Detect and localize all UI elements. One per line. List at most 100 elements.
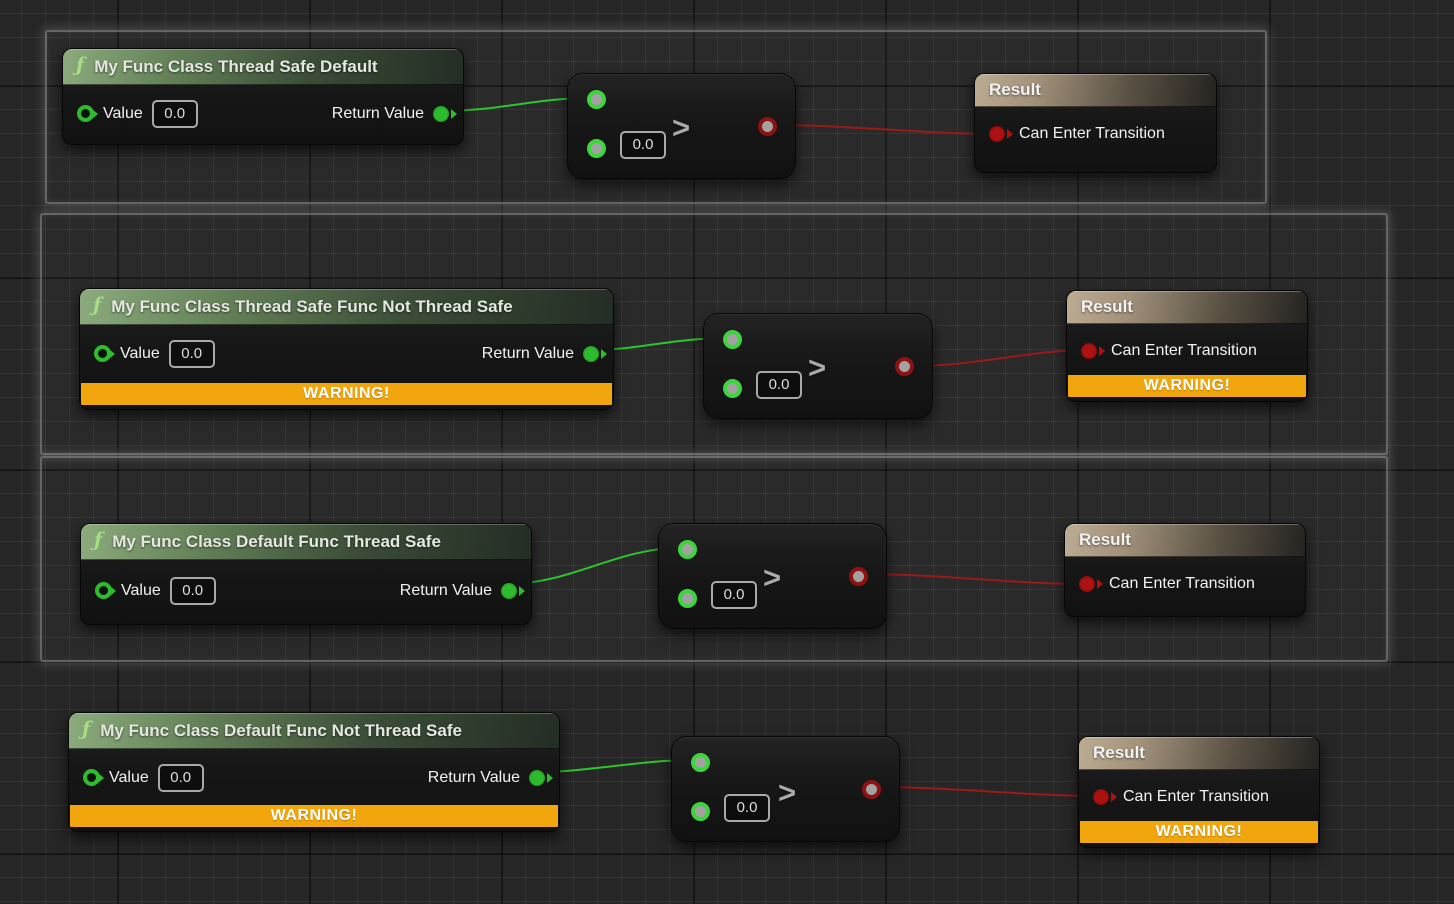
warning-banner: WARNING! xyxy=(1068,375,1306,397)
function-node-row1[interactable]: ƒ My Func Class Thread Safe Default Valu… xyxy=(62,48,464,145)
compare-value-input[interactable]: 0.0 xyxy=(711,581,757,609)
return-value-pin-icon[interactable] xyxy=(433,105,449,122)
function-node-row3[interactable]: ƒ My Func Class Default Func Thread Safe… xyxy=(80,523,532,625)
value-input-pin-icon[interactable] xyxy=(83,769,100,786)
result-node-title: Result xyxy=(1093,743,1145,762)
result-node-title: Result xyxy=(1081,297,1133,316)
value-number-input[interactable]: 0.0 xyxy=(151,99,198,128)
value-pin-label: Value xyxy=(109,768,149,786)
compare-input-a-pin-icon[interactable] xyxy=(678,540,697,559)
result-node-header: Result xyxy=(1079,737,1319,770)
return-value-pin-icon[interactable] xyxy=(501,582,517,599)
warning-banner: WARNING! xyxy=(70,805,558,827)
pin-row: Can Enter Transition xyxy=(1079,781,1319,813)
result-node-row3[interactable]: Result Can Enter Transition xyxy=(1064,523,1306,617)
greater-than-node-row3[interactable]: 0.0 > xyxy=(658,523,887,629)
result-node-row1[interactable]: Result Can Enter Transition xyxy=(974,73,1217,173)
greater-than-icon: > xyxy=(778,775,797,810)
result-node-header: Result xyxy=(975,74,1216,107)
value-pin-label: Value xyxy=(121,581,161,599)
can-enter-transition-label: Can Enter Transition xyxy=(1123,788,1269,805)
can-enter-transition-pin-icon[interactable] xyxy=(989,126,1005,142)
wire-red-row3[interactable] xyxy=(864,573,1087,585)
value-number-input[interactable]: 0.0 xyxy=(168,339,215,368)
result-node-row2[interactable]: Result Can Enter Transition WARNING! xyxy=(1066,290,1308,402)
function-node-title: My Func Class Default Func Not Thread Sa… xyxy=(100,720,462,740)
greater-than-node-row1[interactable]: 0.0 > xyxy=(567,73,796,179)
function-node-row4[interactable]: ƒ My Func Class Default Func Not Thread … xyxy=(68,712,560,832)
comment-group-row3[interactable] xyxy=(40,456,1388,662)
value-input-pin-icon[interactable] xyxy=(77,105,94,122)
function-node-title: My Func Class Thread Safe Default xyxy=(94,56,378,76)
compare-input-a-pin-icon[interactable] xyxy=(723,330,742,349)
result-node-header: Result xyxy=(1065,524,1305,557)
value-number-input[interactable]: 0.0 xyxy=(157,763,204,792)
compare-input-b-pin-icon[interactable] xyxy=(691,802,710,821)
wire-green-row3[interactable] xyxy=(507,547,680,585)
comment-group-row2[interactable] xyxy=(40,213,1388,455)
greater-than-node-row4[interactable]: 0.0 > xyxy=(671,736,900,842)
can-enter-transition-pin-icon[interactable] xyxy=(1093,789,1109,805)
can-enter-transition-pin-icon[interactable] xyxy=(1081,343,1097,359)
pin-row: Can Enter Transition xyxy=(975,118,1216,150)
compare-output-pin-icon[interactable] xyxy=(758,117,777,136)
wire-red-row1[interactable] xyxy=(773,124,998,135)
wire-red-row4[interactable] xyxy=(877,786,1101,797)
function-node-title: My Func Class Thread Safe Func Not Threa… xyxy=(111,296,513,316)
value-input-pin-icon[interactable] xyxy=(94,345,111,362)
return-value-pin-label: Return Value xyxy=(481,344,574,362)
pin-row: Value 0.0 Return Value xyxy=(69,762,559,793)
can-enter-transition-label: Can Enter Transition xyxy=(1111,342,1257,359)
compare-value-input[interactable]: 0.0 xyxy=(756,371,802,399)
result-node-header: Result xyxy=(1067,291,1307,324)
function-icon: ƒ xyxy=(82,718,91,740)
pin-row: Value 0.0 Return Value xyxy=(63,98,463,129)
greater-than-icon: > xyxy=(763,560,782,595)
value-pin-label: Value xyxy=(120,344,160,362)
result-node-title: Result xyxy=(1079,530,1131,549)
function-node-row2[interactable]: ƒ My Func Class Thread Safe Func Not Thr… xyxy=(79,288,614,410)
compare-input-b-pin-icon[interactable] xyxy=(678,589,697,608)
pin-row: Can Enter Transition xyxy=(1065,568,1305,600)
return-value-pin-label: Return Value xyxy=(331,104,424,122)
compare-value-input[interactable]: 0.0 xyxy=(724,794,770,822)
return-value-pin-label: Return Value xyxy=(427,768,520,786)
greater-than-node-row2[interactable]: 0.0 > xyxy=(703,313,933,419)
function-node-header: ƒ My Func Class Thread Safe Func Not Thr… xyxy=(80,289,613,325)
wire-red-row2[interactable] xyxy=(913,349,1089,367)
function-icon: ƒ xyxy=(94,529,103,551)
comment-group-row1[interactable] xyxy=(45,30,1267,204)
return-value-pin-label: Return Value xyxy=(399,581,492,599)
compare-input-a-pin-icon[interactable] xyxy=(691,753,710,772)
compare-input-b-pin-icon[interactable] xyxy=(723,379,742,398)
compare-input-b-pin-icon[interactable] xyxy=(587,139,606,158)
return-value-pin-icon[interactable] xyxy=(583,345,599,362)
return-value-pin-icon[interactable] xyxy=(529,769,545,786)
function-node-header: ƒ My Func Class Thread Safe Default xyxy=(63,49,463,85)
compare-output-pin-icon[interactable] xyxy=(849,567,868,586)
pin-row: Can Enter Transition xyxy=(1067,335,1307,367)
function-node-header: ƒ My Func Class Default Func Not Thread … xyxy=(69,713,559,749)
can-enter-transition-label: Can Enter Transition xyxy=(1109,575,1255,592)
function-icon: ƒ xyxy=(76,54,85,76)
value-pin-label: Value xyxy=(103,104,143,122)
pin-row: Value 0.0 Return Value xyxy=(81,575,531,606)
compare-value-input[interactable]: 0.0 xyxy=(620,131,666,159)
result-node-row4[interactable]: Result Can Enter Transition WARNING! xyxy=(1078,736,1320,848)
compare-input-a-pin-icon[interactable] xyxy=(587,90,606,109)
function-node-title: My Func Class Default Func Thread Safe xyxy=(112,531,441,551)
greater-than-icon: > xyxy=(672,110,691,145)
compare-output-pin-icon[interactable] xyxy=(862,780,881,799)
result-node-title: Result xyxy=(989,80,1041,99)
warning-banner: WARNING! xyxy=(81,383,612,405)
pin-row: Value 0.0 Return Value xyxy=(80,338,613,369)
function-icon: ƒ xyxy=(93,294,102,316)
value-number-input[interactable]: 0.0 xyxy=(169,576,216,605)
value-input-pin-icon[interactable] xyxy=(95,582,112,599)
warning-banner: WARNING! xyxy=(1080,821,1318,843)
can-enter-transition-label: Can Enter Transition xyxy=(1019,125,1165,142)
compare-output-pin-icon[interactable] xyxy=(895,357,914,376)
greater-than-icon: > xyxy=(808,350,827,385)
can-enter-transition-pin-icon[interactable] xyxy=(1079,576,1095,592)
